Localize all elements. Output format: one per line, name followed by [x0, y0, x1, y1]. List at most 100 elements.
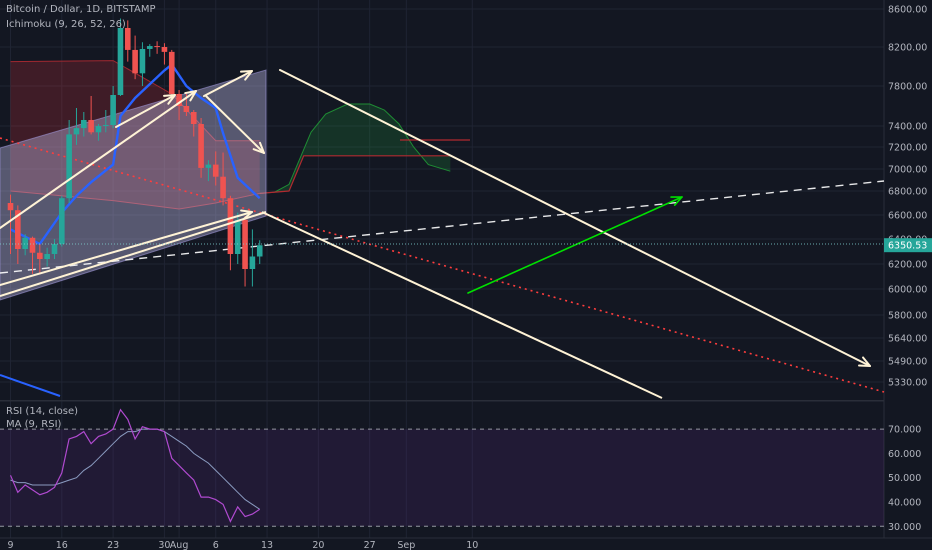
candle-body: [154, 46, 160, 48]
candle[interactable]: [132, 35, 138, 80]
date-tick-label: 16: [56, 540, 68, 550]
candle[interactable]: [81, 112, 87, 137]
candle[interactable]: [176, 90, 182, 120]
candle-body: [183, 106, 190, 112]
candle[interactable]: [66, 120, 72, 203]
candle[interactable]: [44, 247, 50, 267]
rsi-line: [9, 408, 261, 523]
candle-body: [37, 252, 43, 259]
candle-body: [7, 203, 14, 211]
candle-body: [51, 244, 58, 254]
price-tick-label: 7800.00: [888, 82, 927, 93]
arrow-rise-lower-head: [240, 209, 253, 221]
candle-body: [249, 256, 256, 269]
candle-body: [22, 237, 28, 249]
candle[interactable]: [205, 160, 212, 182]
span-a-green: [259, 103, 451, 194]
candles[interactable]: [7, 18, 263, 287]
candle-body: [168, 51, 175, 94]
span-b-red-line: [259, 155, 451, 194]
candle-body: [66, 134, 72, 199]
candle-body: [110, 95, 116, 125]
green-projection-arrow-head: [670, 196, 683, 207]
price-tick-label: 6000.00: [888, 285, 927, 296]
kumo-red: [10, 60, 260, 209]
date-tick-label: Sep: [397, 540, 415, 550]
arrow-drop: [205, 95, 265, 154]
arrow-rise-mid-shaft: [0, 90, 197, 229]
candle[interactable]: [88, 96, 94, 135]
price-tick-label: 8200.00: [888, 43, 927, 54]
candle[interactable]: [22, 234, 28, 256]
rsi-label[interactable]: RSI (14, close): [6, 406, 79, 417]
channel-lower-left: [0, 211, 267, 297]
channel-upper-arrow: [279, 69, 871, 367]
candle-body: [198, 124, 204, 168]
candle[interactable]: [242, 216, 248, 287]
arrow-rise-top-shaft: [203, 70, 253, 97]
candle[interactable]: [139, 42, 146, 86]
rsi-ma-line: [10, 428, 260, 510]
pane-separator: [0, 400, 884, 402]
candle-body: [88, 120, 94, 133]
price-tick-label: 6200.00: [888, 260, 927, 271]
candle[interactable]: [51, 239, 58, 259]
last-price-label: 6350.53: [888, 241, 927, 252]
candle[interactable]: [59, 195, 65, 247]
candle[interactable]: [256, 240, 263, 264]
rsi-tick-label: 40.000: [888, 498, 921, 509]
candle[interactable]: [154, 41, 160, 54]
symbol-title[interactable]: Bitcoin / Dollar, 1D, BITSTAMP: [6, 4, 156, 15]
candle[interactable]: [7, 194, 14, 254]
base-line-old: [0, 374, 61, 397]
date-tick-label: 9: [7, 540, 13, 550]
candle-body: [95, 126, 102, 133]
price-tick-label: 5640.00: [888, 334, 927, 345]
candle-body: [242, 219, 248, 269]
candle[interactable]: [198, 118, 204, 178]
ichimoku-label[interactable]: Ichimoku (9, 26, 52, 26): [6, 19, 126, 30]
date-tick-label: 10: [466, 540, 478, 550]
candle[interactable]: [220, 152, 226, 206]
axes: 8600.00 8200.00 7800.00 7400.00 7200.00 7000.…: [7, 5, 932, 550]
rsi-tick-label: 30.000: [888, 522, 921, 533]
channel-lower: [261, 211, 663, 399]
arrow-rise-short: [115, 94, 176, 128]
price-tick-label: 7400.00: [888, 122, 927, 133]
price-tick-label: 6800.00: [888, 187, 927, 198]
candle[interactable]: [212, 151, 219, 186]
date-tick-label: Aug: [170, 540, 189, 550]
date-tick-label: 13: [261, 540, 273, 550]
candle[interactable]: [161, 43, 168, 65]
candle[interactable]: [110, 86, 116, 129]
candle[interactable]: [37, 244, 43, 274]
candle-body: [59, 198, 65, 244]
date-tick-label: 6: [213, 540, 219, 550]
arrow-rise-short-head: [163, 94, 176, 105]
candle-body: [234, 219, 241, 254]
candle[interactable]: [117, 18, 124, 97]
candle[interactable]: [168, 49, 175, 98]
candle[interactable]: [73, 108, 80, 145]
candle[interactable]: [249, 229, 256, 287]
green-projection-arrow: [467, 196, 683, 294]
candle[interactable]: [29, 236, 36, 274]
candle[interactable]: [227, 195, 234, 271]
candle[interactable]: [95, 124, 102, 141]
candle-body: [146, 46, 153, 49]
base-line: [9, 62, 261, 246]
rsi-band: [0, 429, 884, 527]
rsi-tick-label: 60.000: [888, 449, 921, 460]
candle[interactable]: [124, 20, 131, 62]
arrow-rise-top-head: [240, 70, 253, 81]
candle-body: [190, 112, 197, 124]
candle-body: [117, 28, 124, 95]
candle[interactable]: [190, 110, 197, 137]
arrow-rise-mid-head: [184, 90, 197, 102]
candle-body: [220, 176, 226, 199]
rsi-ma-label[interactable]: MA (9, RSI): [6, 419, 62, 430]
rsi-pane[interactable]: [0, 408, 884, 527]
candle[interactable]: [146, 44, 153, 57]
candle[interactable]: [102, 110, 109, 133]
